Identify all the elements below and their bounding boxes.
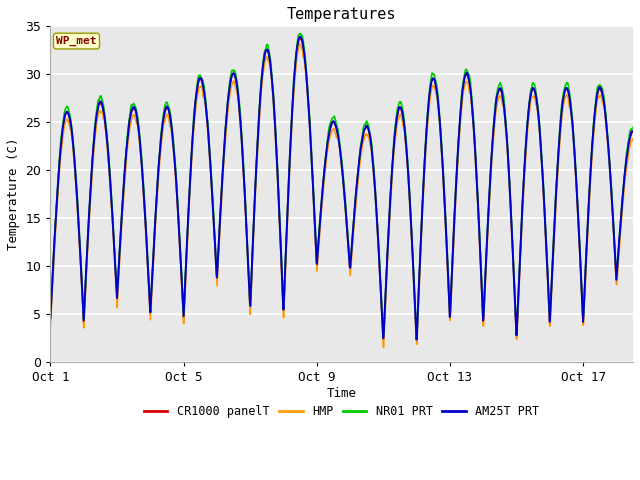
AM25T PRT — [366, 132, 374, 137]
Legend: CR1000 panelT, HMP, NR01 PRT, AM25T PRT: CR1000 panelT, HMP, NR01 PRT, AM25T PRT — [139, 401, 544, 423]
CR1000 panelT — [433, 85, 440, 91]
HMP — [380, 345, 387, 350]
NR01 PRT — [82, 273, 90, 279]
CR1000 panelT — [47, 316, 54, 322]
Y-axis label: Temperature (C): Temperature (C) — [7, 138, 20, 250]
NR01 PRT — [47, 314, 54, 320]
CR1000 panelT — [82, 276, 90, 281]
HMP — [366, 139, 374, 144]
AM25T PRT — [564, 87, 572, 93]
HMP — [433, 92, 440, 98]
HMP — [304, 96, 312, 102]
AM25T PRT — [413, 336, 420, 342]
NR01 PRT — [304, 90, 312, 96]
AM25T PRT — [304, 93, 312, 99]
NR01 PRT — [433, 82, 440, 87]
HMP — [47, 324, 54, 329]
HMP — [564, 93, 572, 98]
NR01 PRT — [564, 80, 572, 86]
NR01 PRT — [380, 333, 387, 339]
AM25T PRT — [433, 85, 440, 91]
Line: HMP: HMP — [51, 44, 640, 348]
AM25T PRT — [82, 275, 90, 281]
Line: AM25T PRT: AM25T PRT — [51, 36, 640, 339]
Line: NR01 PRT: NR01 PRT — [51, 34, 640, 336]
NR01 PRT — [366, 129, 374, 135]
CR1000 panelT — [304, 94, 312, 99]
Title: Temperatures: Temperatures — [287, 7, 396, 22]
X-axis label: Time: Time — [327, 387, 356, 400]
AM25T PRT — [296, 34, 304, 39]
CR1000 panelT — [296, 35, 304, 40]
Line: CR1000 panelT: CR1000 panelT — [51, 37, 640, 339]
AM25T PRT — [47, 315, 54, 321]
HMP — [314, 260, 321, 265]
CR1000 panelT — [366, 132, 374, 138]
CR1000 panelT — [564, 88, 572, 94]
CR1000 panelT — [413, 336, 420, 342]
AM25T PRT — [314, 252, 321, 257]
NR01 PRT — [314, 249, 321, 254]
HMP — [82, 284, 90, 289]
CR1000 panelT — [314, 251, 321, 256]
HMP — [296, 41, 304, 47]
NR01 PRT — [296, 31, 304, 36]
Text: WP_met: WP_met — [56, 36, 97, 46]
